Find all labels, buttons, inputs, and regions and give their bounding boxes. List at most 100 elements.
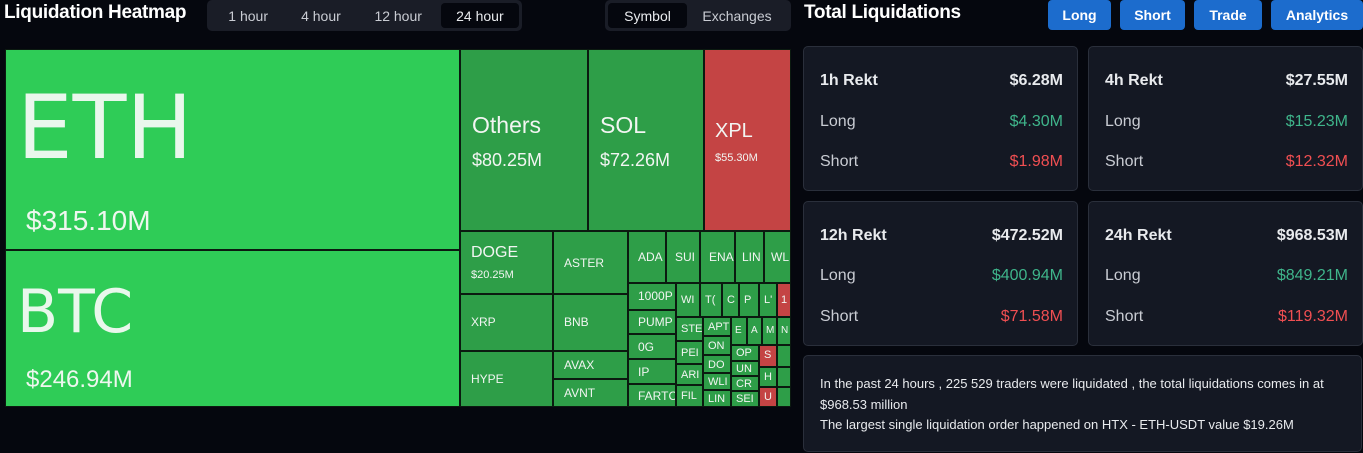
rekt-card-1h: 1h Rekt $6.28M Long $4.30M Short $1.98M: [803, 46, 1078, 191]
card-total: $472.52M: [991, 227, 1063, 244]
view-option-exchanges[interactable]: Exchanges: [702, 7, 772, 24]
long-button[interactable]: Long: [1048, 0, 1111, 30]
treemap-tile-wi[interactable]: WI: [676, 283, 700, 317]
treemap-tile-s[interactable]: S: [759, 345, 777, 367]
treemap-tile-n[interactable]: N: [777, 317, 791, 345]
tile-symbol: ARI: [681, 369, 700, 381]
treemap-tile-fil[interactable]: FIL: [676, 385, 703, 407]
treemap-tile-pei[interactable]: PEI: [676, 341, 703, 364]
treemap-tile-crv[interactable]: CR: [731, 376, 759, 391]
treemap-tile-ste[interactable]: STE: [676, 317, 703, 341]
card-total-row: 4h Rekt $27.55M: [1105, 72, 1348, 90]
treemap-tile-aster[interactable]: ASTER: [553, 231, 628, 294]
treemap-tile-link[interactable]: LIN: [735, 231, 764, 283]
tile-symbol: AVNT: [564, 386, 596, 400]
card-total-row: 12h Rekt $472.52M: [820, 227, 1063, 245]
card-long-label: Long: [820, 113, 856, 130]
treemap-tile-1000pepe[interactable]: 1000P: [628, 283, 676, 310]
treemap-tile-mini-2[interactable]: [777, 367, 791, 387]
treemap-tile-wld[interactable]: WLI: [703, 373, 731, 390]
treemap-tile-uni[interactable]: UN: [731, 361, 759, 376]
treemap-tile-l[interactable]: L': [759, 283, 777, 317]
tile-symbol: N: [781, 325, 789, 336]
treemap-tile-ena[interactable]: ENA: [700, 231, 735, 283]
trade-button[interactable]: Trade: [1194, 0, 1262, 30]
tile-value: $315.10M: [26, 205, 151, 236]
treemap-tile-m[interactable]: M: [762, 317, 777, 345]
treemap-tile-bnb[interactable]: BNB: [553, 294, 628, 351]
treemap-tile-sui[interactable]: SUI: [666, 231, 700, 283]
treemap-tile-0g[interactable]: 0G: [628, 334, 676, 359]
treemap-tile-op[interactable]: OP: [731, 345, 759, 361]
tile-symbol: BNB: [564, 315, 589, 329]
treemap-tile-doge[interactable]: DOGE $20.25M: [460, 231, 553, 294]
analytics-button[interactable]: Analytics: [1271, 0, 1363, 30]
card-long-row: Long $15.23M: [1105, 113, 1348, 131]
treemap-tile-sei[interactable]: SEI: [731, 391, 759, 407]
treemap-tile-dot[interactable]: DO: [703, 355, 731, 373]
treemap-tile-t[interactable]: T(: [700, 283, 722, 317]
treemap-tile-sol[interactable]: SOL $72.26M: [588, 49, 704, 231]
tile-symbol: U: [764, 391, 772, 403]
tile-symbol: FARTC: [638, 389, 676, 403]
card-short-row: Short $119.32M: [1105, 308, 1348, 326]
treemap-tile-pump[interactable]: PUMP: [628, 310, 676, 334]
tile-symbol: LIN: [742, 250, 761, 264]
tile-symbol: SOL: [600, 112, 647, 138]
treemap-tile-a[interactable]: A: [747, 317, 762, 345]
treemap-tile-btc[interactable]: BTC $246.94M: [5, 250, 460, 407]
treemap-tile-mini-3[interactable]: [777, 387, 791, 407]
card-total: $27.55M: [1285, 72, 1348, 89]
treemap-tile-ada[interactable]: ADA: [628, 231, 666, 283]
treemap-tile-h[interactable]: H: [759, 367, 777, 387]
card-total-row: 1h Rekt $6.28M: [820, 72, 1063, 90]
time-option-4h[interactable]: 4 hour: [301, 7, 341, 24]
treemap-tile-hype[interactable]: HYPE: [460, 351, 553, 407]
time-option-12h[interactable]: 12 hour: [374, 7, 422, 24]
treemap-tile-u[interactable]: U: [759, 387, 777, 407]
treemap-tile-ip[interactable]: IP: [628, 359, 676, 384]
treemap-tile-fartcoin[interactable]: FARTC: [628, 384, 676, 407]
treemap-tile-e[interactable]: E: [731, 317, 747, 345]
tile-symbol: ADA: [638, 250, 663, 264]
tile-symbol: L': [764, 294, 773, 306]
card-period: 24h Rekt: [1105, 227, 1172, 244]
tile-symbol: ETH: [17, 76, 193, 179]
view-option-symbol[interactable]: Symbol: [608, 3, 687, 28]
tile-value: $246.94M: [26, 366, 133, 393]
treemap-tile-xpl[interactable]: XPL $55.30M: [704, 49, 791, 231]
tile-symbol: H: [764, 371, 772, 383]
card-long-value: $400.94M: [991, 267, 1063, 284]
tile-value: $72.26M: [600, 150, 671, 170]
treemap-tile-others[interactable]: Others $80.25M: [460, 49, 588, 231]
card-long-value: $849.21M: [1276, 267, 1348, 284]
treemap-tile-eth[interactable]: ETH $315.10M: [5, 49, 460, 250]
tile-symbol: P: [744, 294, 752, 306]
treemap-tile-wlfi[interactable]: WL: [764, 231, 791, 283]
tile-symbol: PUMP: [638, 315, 673, 329]
treemap-tile-linea[interactable]: LIN: [703, 390, 731, 407]
treemap-tile-xrp[interactable]: XRP: [460, 294, 553, 351]
tile-value: $20.25M: [471, 269, 514, 281]
tile-symbol: CR: [736, 378, 752, 390]
treemap-tile-avnt[interactable]: AVNT: [553, 379, 628, 407]
card-long-label: Long: [1105, 113, 1141, 130]
treemap-tile-mini-1[interactable]: [777, 345, 791, 367]
card-long-value: $4.30M: [1009, 113, 1063, 130]
card-long-row: Long $4.30M: [820, 113, 1063, 131]
treemap-tile-red-1[interactable]: 1: [777, 283, 791, 317]
treemap-tile-ari[interactable]: ARI: [676, 364, 703, 385]
time-option-24h[interactable]: 24 hour: [440, 3, 519, 28]
time-option-1h[interactable]: 1 hour: [228, 7, 268, 24]
treemap-tile-c[interactable]: C: [722, 283, 739, 317]
short-button[interactable]: Short: [1120, 0, 1185, 30]
tile-symbol: AVAX: [564, 358, 595, 372]
tile-symbol: 1000P: [638, 289, 673, 303]
tile-symbol: SUI: [675, 250, 696, 264]
card-short-value: $1.98M: [1009, 153, 1063, 170]
treemap-tile-apt[interactable]: APT: [703, 317, 731, 336]
treemap-tile-ondo[interactable]: ON: [703, 336, 731, 355]
treemap-tile-avax[interactable]: AVAX: [553, 351, 628, 379]
treemap-tile-p[interactable]: P: [739, 283, 759, 317]
card-total-row: 24h Rekt $968.53M: [1105, 227, 1348, 245]
